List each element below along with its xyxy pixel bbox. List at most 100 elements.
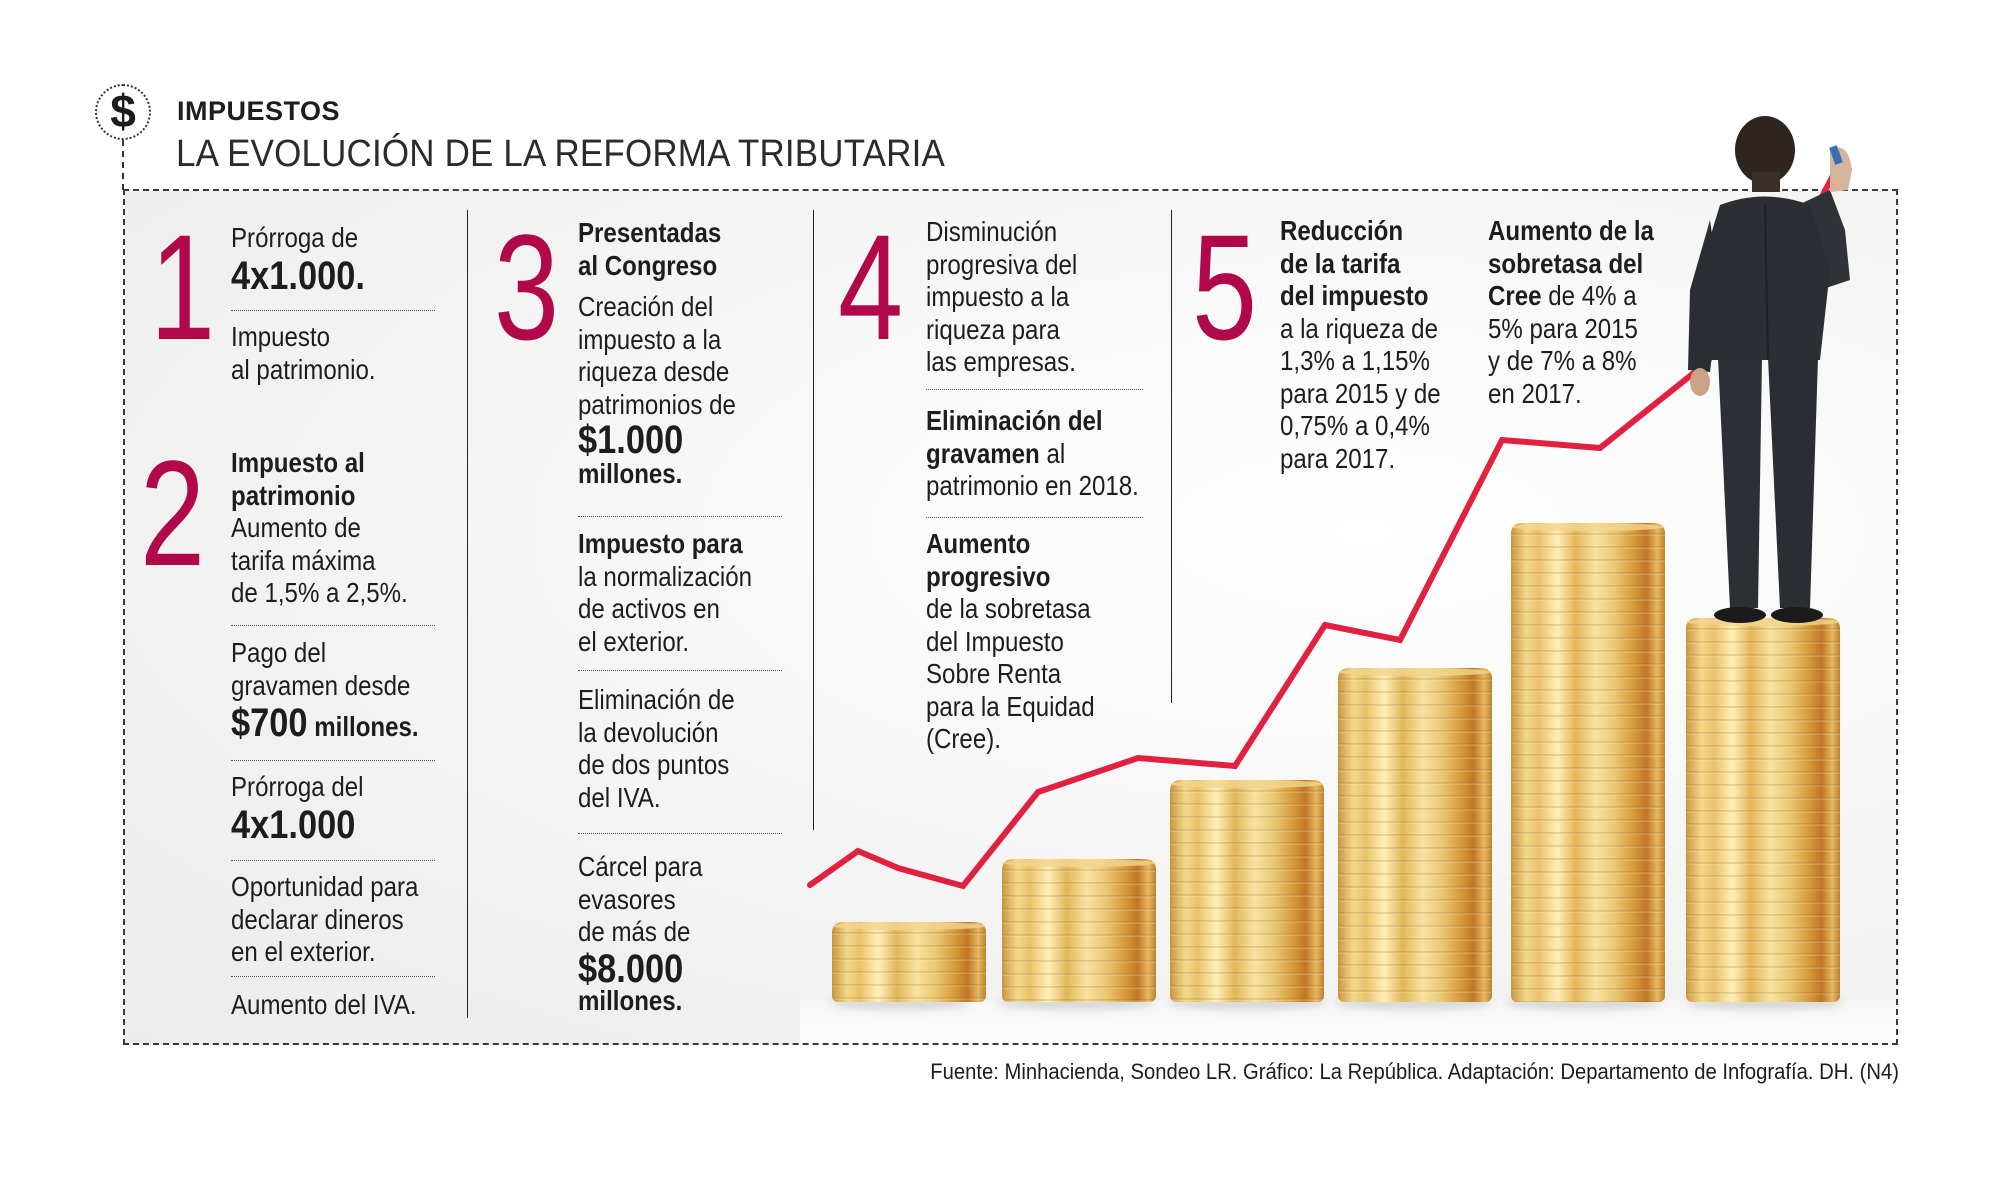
item-4-heading: gravamen (926, 437, 1040, 469)
separator (578, 670, 782, 671)
coin-stack-5 (1511, 523, 1665, 1002)
content-frame (123, 189, 1898, 1045)
item-4-line: (Cree). (926, 723, 1001, 754)
item-2-highlight-suffix: millones. (314, 711, 419, 742)
dollar-icon-ring (95, 84, 151, 140)
illustration-floor (800, 1000, 1899, 1045)
column-divider-1 (467, 210, 468, 1018)
step-number-5: 5 (1192, 203, 1258, 371)
item-3-line: de dos puntos (578, 749, 730, 780)
trend-line (807, 163, 1841, 890)
item-2-line: declarar dineros (231, 903, 404, 935)
item-3-line: Eliminación de (578, 684, 735, 715)
item-5-heading: sobretasa del (1488, 247, 1644, 279)
item-3-line: de más de (578, 916, 691, 947)
item-4-line: al (1039, 437, 1066, 469)
businessman-figure (1688, 116, 1852, 623)
item-5-heading: Aumento de la (1488, 215, 1654, 246)
item-4-text-c: Aumento progresivo de la sobretasa del I… (926, 528, 1095, 756)
item-3-line: la devolución (578, 716, 719, 748)
item-5-line: para 2017. (1280, 442, 1396, 474)
item-4-text-b: Eliminación del gravamen al patrimonio e… (926, 405, 1139, 503)
item-3-line: el exterior. (578, 625, 690, 657)
coin-stack-1 (832, 922, 986, 1002)
item-5-line: 0,75% a 0,4% (1280, 410, 1430, 441)
item-5-line: para 2015 y de (1280, 377, 1441, 409)
item-2-line: Pago del (231, 637, 327, 668)
coin-stack-6 (1686, 618, 1840, 1002)
item-2-line: Prórroga del (231, 771, 364, 802)
header-connector-line (122, 140, 124, 190)
step-number-1: 1 (150, 203, 216, 371)
item-2-text-c: Prórroga del 4x1.000 (231, 771, 364, 846)
separator (926, 389, 1143, 390)
separator (231, 860, 435, 861)
item-3-text-d: Cárcel para evasores de más de $8.000 mi… (578, 851, 702, 1016)
item-4-line: las empresas. (926, 346, 1076, 377)
item-2-heading: patrimonio (231, 479, 356, 511)
item-5-heading: del impuesto (1280, 280, 1429, 311)
item-5-heading: Reducción (1280, 215, 1404, 246)
column-divider-3 (1171, 210, 1172, 703)
item-4-line: progresiva del (926, 248, 1078, 280)
item-2-line: tarifa máxima (231, 544, 376, 576)
item-1-line: al patrimonio. (231, 353, 376, 385)
item-3-line: de activos en (578, 593, 720, 624)
item-2-highlight: $700 (231, 701, 308, 745)
item-2-line: Oportunidad para (231, 871, 419, 902)
item-4-heading: Aumento (926, 528, 1031, 559)
item-4-line: para la Equidad (926, 690, 1095, 722)
item-4-line: del Impuesto (926, 625, 1064, 657)
item-1-line: Prórroga de (231, 222, 359, 253)
item-2-line: Aumento de (231, 512, 361, 543)
coin-stack-2 (1002, 859, 1156, 1002)
item-2-text-e: Aumento del IVA. (231, 989, 417, 1022)
item-3-highlight: $8.000 (578, 946, 684, 991)
item-1-text-a: Prórroga de 4x1.000. (231, 222, 365, 297)
item-3-highlight: $1.000 (578, 418, 684, 462)
item-2-line: de 1,5% a 2,5%. (231, 577, 408, 608)
coin-stack-4 (1338, 668, 1492, 1002)
item-1-text-b: Impuesto al patrimonio. (231, 321, 376, 386)
item-2-line: Aumento del IVA. (231, 989, 417, 1020)
item-5-line: 1,3% a 1,15% (1280, 345, 1430, 376)
item-5-line: en 2017. (1488, 377, 1582, 409)
step-number-4: 4 (838, 203, 904, 371)
step-number-2: 2 (140, 429, 206, 597)
item-3-highlight-suffix: millones. (578, 985, 683, 1016)
item-3-line: la normalización (578, 560, 753, 592)
separator (231, 625, 435, 626)
separator (578, 833, 782, 834)
item-2-text-b: Pago del gravamen desde $700 millones. (231, 637, 419, 744)
item-2-line: en el exterior. (231, 936, 376, 967)
item-4-heading: progresivo (926, 560, 1051, 592)
item-5-text-b: Aumento de la sobretasa del Cree de 4% a… (1488, 215, 1654, 410)
item-5-heading: Cree (1488, 280, 1542, 311)
item-5-line: y de 7% a 8% (1488, 345, 1637, 376)
source-credit: Fuente: Minhacienda, Sondeo LR. Gráfico:… (930, 1059, 1899, 1084)
item-3-line: evasores (578, 883, 676, 915)
separator (926, 517, 1143, 518)
separator (578, 516, 782, 517)
coin-stack-3 (1170, 780, 1324, 1002)
item-5-heading: de la tarifa (1280, 247, 1401, 279)
separator (231, 976, 435, 977)
item-5-line: 5% para 2015 (1488, 312, 1638, 344)
item-3-heading: Presentadas (578, 217, 722, 248)
item-3-text-c: Eliminación de la devolución de dos punt… (578, 684, 735, 814)
item-3-heading: al Congreso (578, 249, 718, 281)
item-4-line: Disminución (926, 216, 1058, 247)
item-3-line: impuesto a la (578, 323, 722, 355)
item-1-highlight: 4x1.000. (231, 253, 365, 298)
item-3-text-b: Impuesto para la normalización de activo… (578, 528, 752, 658)
item-5-line: de 4% a (1541, 280, 1637, 311)
item-3-highlight-suffix: millones. (578, 457, 683, 489)
item-3-line: del IVA. (578, 781, 661, 813)
item-4-heading: Eliminación del (926, 405, 1103, 436)
separator (231, 310, 435, 311)
item-2-highlight: 4x1.000 (231, 802, 356, 847)
item-3-line: riqueza desde (578, 356, 730, 387)
item-5-line: a la riqueza de (1280, 312, 1438, 344)
item-2-line: gravamen desde (231, 669, 411, 701)
